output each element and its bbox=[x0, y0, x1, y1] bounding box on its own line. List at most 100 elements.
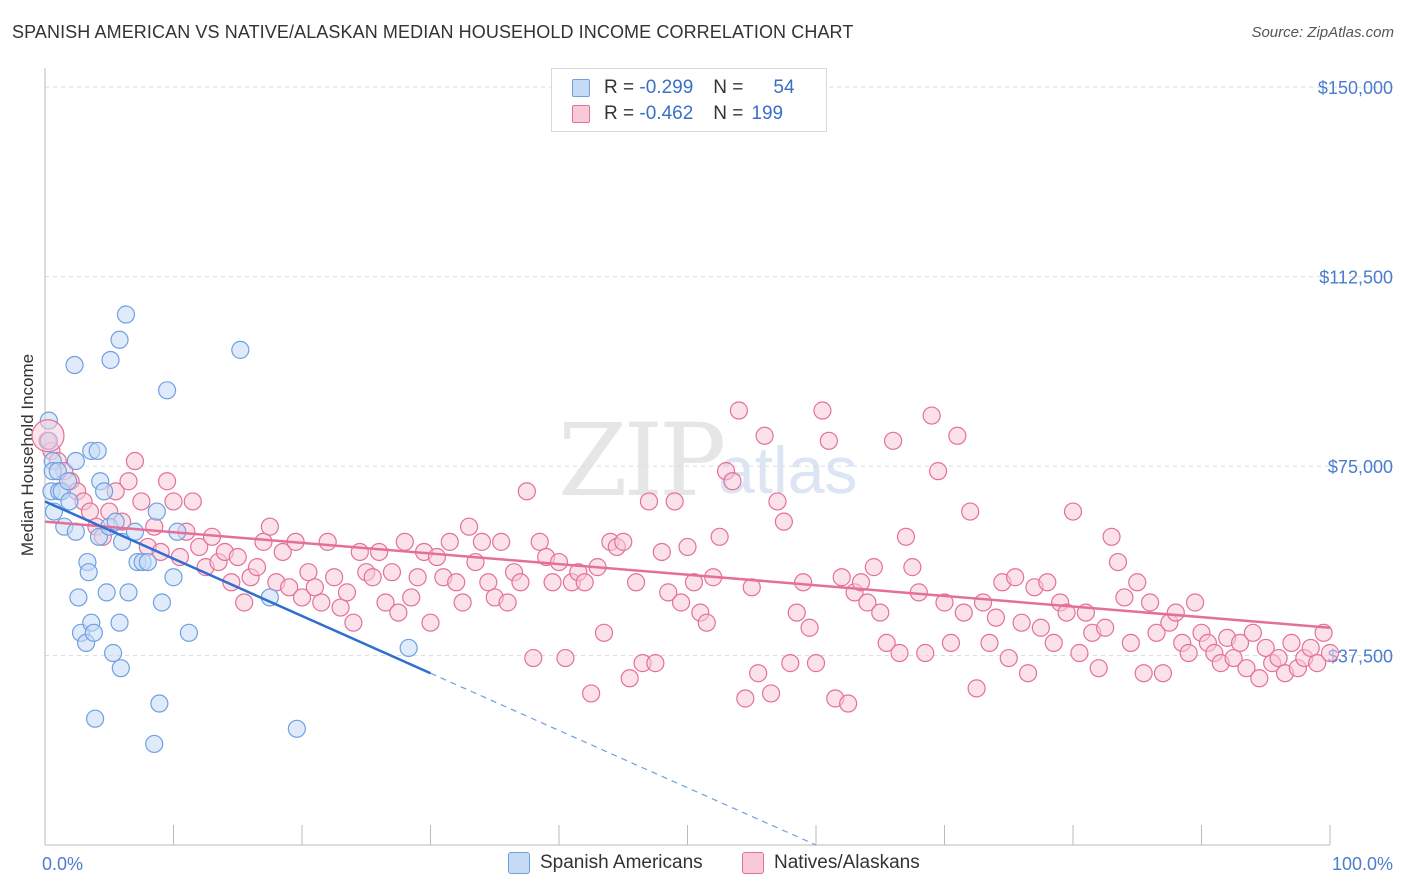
native-point bbox=[1089, 659, 1108, 678]
native-point bbox=[652, 542, 671, 562]
native-point bbox=[582, 684, 601, 703]
native-point bbox=[453, 593, 472, 612]
spanish-point bbox=[287, 719, 306, 738]
native-point bbox=[794, 573, 813, 592]
native-point bbox=[1044, 633, 1063, 653]
native-point bbox=[858, 593, 877, 612]
spanish-point bbox=[101, 350, 120, 370]
native-point bbox=[684, 573, 704, 592]
native-point bbox=[806, 654, 826, 673]
native-point bbox=[1121, 633, 1140, 653]
spanish-point bbox=[138, 552, 157, 572]
spanish-point bbox=[399, 638, 418, 658]
y-tick-label: $150,000 bbox=[1318, 78, 1393, 98]
native-point bbox=[363, 568, 382, 587]
legend-r-value: -0.462 bbox=[639, 103, 694, 124]
native-point bbox=[344, 613, 363, 632]
native-point bbox=[305, 578, 324, 597]
native-point bbox=[768, 492, 787, 511]
spanish-point bbox=[86, 709, 105, 728]
native-point bbox=[1006, 568, 1025, 587]
spanish-point bbox=[95, 482, 114, 501]
native-point bbox=[1243, 623, 1263, 642]
native-point bbox=[819, 431, 838, 450]
native-point bbox=[318, 532, 337, 551]
spanish-point bbox=[88, 441, 107, 461]
native-point bbox=[626, 573, 646, 592]
native-point bbox=[1282, 633, 1301, 653]
native-point bbox=[517, 482, 536, 501]
native-point bbox=[157, 472, 177, 491]
native-point bbox=[273, 542, 292, 562]
spanish-point bbox=[164, 568, 183, 587]
spanish-point bbox=[60, 492, 79, 511]
native-point bbox=[119, 472, 138, 491]
native-point bbox=[1320, 643, 1340, 663]
spanish-point bbox=[59, 472, 78, 491]
native-point bbox=[145, 517, 164, 536]
native-point bbox=[774, 512, 793, 531]
spanish-point bbox=[84, 623, 103, 642]
native-point bbox=[736, 689, 755, 708]
native-point bbox=[447, 573, 466, 592]
native-point bbox=[382, 563, 402, 582]
native-point bbox=[190, 537, 209, 557]
native-point bbox=[678, 537, 697, 557]
native-point bbox=[292, 588, 312, 607]
legend-n-value: 199 bbox=[751, 103, 784, 124]
spanish-trend-line bbox=[44, 500, 432, 675]
native-point bbox=[1140, 593, 1160, 612]
spanish-point bbox=[152, 593, 172, 612]
native-point bbox=[1018, 664, 1038, 683]
native-point bbox=[961, 502, 980, 521]
native-point bbox=[671, 593, 691, 612]
native-point bbox=[890, 643, 909, 663]
native-point bbox=[549, 552, 569, 572]
x-tick-label: 100.0% bbox=[1332, 854, 1393, 874]
native-point bbox=[164, 492, 183, 511]
native-point bbox=[813, 401, 832, 420]
native-point bbox=[864, 558, 883, 577]
legend-n-value: 54 bbox=[773, 77, 795, 98]
native-point bbox=[80, 502, 100, 521]
y-tick-label: $112,500 bbox=[1319, 268, 1393, 288]
native-point bbox=[646, 654, 665, 673]
native-point bbox=[1179, 643, 1198, 663]
legend-r-label: R = bbox=[604, 103, 635, 124]
native-point bbox=[594, 623, 614, 642]
native-point bbox=[331, 598, 350, 617]
legend-swatch-natives bbox=[572, 105, 590, 123]
native-point bbox=[781, 654, 800, 673]
native-point bbox=[839, 694, 858, 713]
native-point bbox=[132, 492, 151, 511]
native-point bbox=[980, 633, 999, 653]
native-point bbox=[1237, 659, 1256, 678]
legend-swatch-spanish bbox=[572, 79, 590, 97]
native-point bbox=[440, 532, 459, 551]
spanish-point bbox=[179, 623, 199, 642]
legend-r-value: -0.299 bbox=[639, 77, 694, 98]
native-point bbox=[472, 532, 491, 551]
native-point bbox=[614, 532, 633, 551]
native-point bbox=[761, 684, 781, 703]
native-point bbox=[1070, 643, 1089, 663]
native-point bbox=[1301, 638, 1320, 658]
native-point bbox=[395, 532, 414, 551]
native-point bbox=[877, 633, 896, 653]
correlation-legend: R = -0.299 N = 54 R = -0.462 N = 199 bbox=[551, 68, 827, 132]
bottom-legend-natives: Natives/Alaskans bbox=[742, 852, 920, 874]
legend-n-label: N = bbox=[713, 103, 744, 124]
native-point bbox=[710, 527, 729, 546]
native-point bbox=[325, 568, 344, 587]
native-point bbox=[1224, 648, 1243, 668]
spanish-point bbox=[69, 588, 88, 607]
legend-row-spanish: R = -0.299 N = 54 bbox=[572, 75, 795, 101]
native-point bbox=[492, 532, 511, 551]
spanish-point bbox=[97, 583, 116, 602]
bottom-legend-label-spanish: Spanish Americans bbox=[540, 852, 703, 873]
y-tick-label: $37,500 bbox=[1328, 647, 1393, 667]
spanish-point bbox=[65, 355, 84, 375]
native-point bbox=[459, 517, 479, 536]
bottom-legend-label-natives: Natives/Alaskans bbox=[774, 852, 920, 873]
